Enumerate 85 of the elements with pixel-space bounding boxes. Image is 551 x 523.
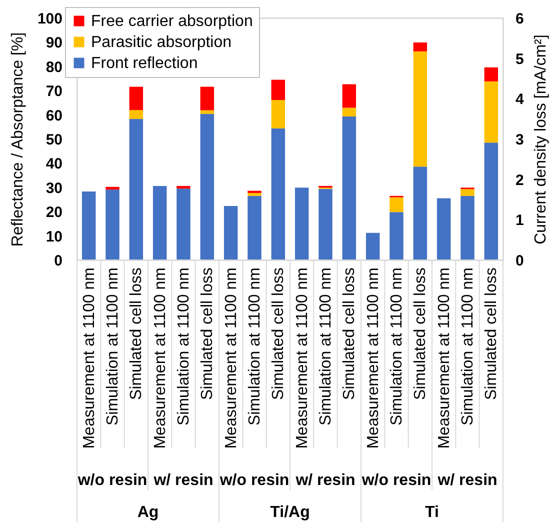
bar <box>390 197 404 212</box>
text: Ag <box>137 504 159 521</box>
x-tick-label: Simulation at 1100 nm <box>460 268 476 426</box>
bar <box>200 114 214 260</box>
bar <box>129 118 144 260</box>
bar <box>366 232 380 260</box>
x-tick-label: Measurement at 1100 nm <box>152 268 169 449</box>
y-tick-label: 90 <box>46 34 62 52</box>
legend-label: Free carrier absorption <box>91 13 253 30</box>
text: w/o resin <box>360 472 432 489</box>
legend-label: Front reflection <box>91 55 198 72</box>
bar <box>342 108 356 116</box>
bar <box>342 116 356 260</box>
bar <box>390 212 404 260</box>
legend-label: Parasitic absorption <box>91 34 232 51</box>
y-tick-label: 70 <box>46 83 62 100</box>
y-tick-label: 30 <box>46 180 62 197</box>
bar <box>413 166 428 260</box>
x-tick-label: Simulated cell loss <box>128 268 146 400</box>
text: w/ resin <box>152 472 214 489</box>
bar <box>176 186 190 189</box>
bar <box>106 190 120 260</box>
bar <box>460 196 474 260</box>
bar <box>294 188 309 260</box>
bar <box>200 110 214 114</box>
bar <box>484 142 498 260</box>
x-tick-label: Simulated cell loss <box>270 268 288 400</box>
text: Ti <box>425 504 439 521</box>
bar <box>200 86 214 110</box>
y-tick-label: 80 <box>46 58 62 76</box>
bar <box>176 188 190 260</box>
y2-tick-label: 1 <box>516 212 524 230</box>
bar <box>224 206 238 260</box>
y-tick-label: 60 <box>46 107 62 124</box>
x-tick-label: Simulated cell loss <box>412 268 430 400</box>
y-tick-label: 20 <box>46 204 62 222</box>
y-tick-label: 40 <box>46 156 62 173</box>
text: w/ resin <box>436 472 498 489</box>
bar <box>129 86 144 110</box>
x-tick-label: Simulated cell loss <box>199 268 216 400</box>
bar <box>484 81 498 143</box>
y-axis-title: Reflectance / Absorptance [%] <box>9 32 26 247</box>
y2-tick-label: 3 <box>516 132 524 148</box>
bar <box>271 100 286 128</box>
x-tick-label: Simulation at 1100 nm <box>388 268 406 426</box>
x-tick-label: Measurement at 1100 nm <box>80 268 98 449</box>
bar <box>413 51 428 167</box>
bar <box>271 80 286 100</box>
y-tick-label: 10 <box>46 228 62 246</box>
y-tick-label: 100 <box>37 10 62 28</box>
bar <box>152 186 167 260</box>
x-tick-label: Simulation at 1100 nm <box>104 268 122 426</box>
x-tick-label: Measurement at 1100 nm <box>436 268 453 449</box>
x-tick-label: Measurement at 1100 nm <box>294 268 311 449</box>
bar <box>318 188 332 260</box>
y2-axis-title: Current density loss [mA/cm²] <box>532 34 550 244</box>
text: w/o resin <box>76 472 148 489</box>
y-tick-label: 0 <box>54 252 62 270</box>
y-tick-label: 50 <box>46 132 62 148</box>
y2-tick-label: 4 <box>516 91 524 108</box>
y2-tick-label: 0 <box>516 252 524 270</box>
y2-tick-label: 2 <box>516 172 524 189</box>
x-tick-label: Simulation at 1100 nm <box>318 268 334 426</box>
bar <box>248 192 262 196</box>
bar <box>484 67 498 82</box>
bar <box>106 186 120 190</box>
text: w/ resin <box>294 472 356 489</box>
text: Ti/Ag <box>270 504 310 521</box>
bar <box>82 192 96 260</box>
x-tick-label: Simulated cell loss <box>483 268 500 400</box>
bar <box>271 128 286 260</box>
x-tick-label: Simulated cell loss <box>341 268 358 400</box>
y2-tick-label: 5 <box>516 50 524 68</box>
x-tick-label: Measurement at 1100 nm <box>364 268 382 449</box>
bar <box>436 198 451 260</box>
y2-tick-label: 6 <box>516 10 524 28</box>
x-tick-label: Measurement at 1100 nm <box>222 268 240 449</box>
bar <box>413 42 428 52</box>
x-tick-label: Simulation at 1100 nm <box>246 268 264 426</box>
bar <box>129 110 144 119</box>
bar <box>460 189 474 196</box>
bar <box>342 84 356 108</box>
x-tick-label: Simulation at 1100 nm <box>176 268 192 426</box>
bar <box>248 196 262 260</box>
text: w/o resin <box>218 472 290 489</box>
